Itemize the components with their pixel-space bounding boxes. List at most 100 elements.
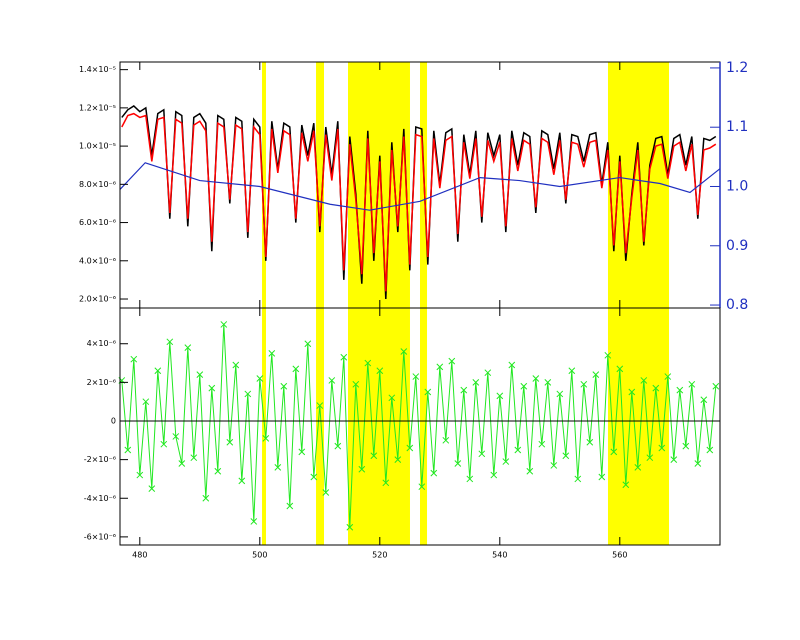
y-tick-label: -4×10⁻⁶ — [84, 494, 116, 503]
residual-point — [664, 373, 672, 380]
residual-point — [502, 458, 510, 465]
y2-tick-label: 1.1 — [726, 119, 748, 135]
residual-point — [316, 402, 324, 409]
residual-point — [634, 463, 642, 471]
residual-point — [496, 392, 504, 400]
residual-point — [526, 467, 534, 475]
residual-point — [274, 463, 282, 471]
residual-point — [394, 456, 402, 463]
residual-point — [370, 452, 378, 460]
residual-point — [262, 435, 270, 442]
residual-point — [688, 380, 696, 388]
residual-point — [550, 462, 558, 469]
residual-point — [328, 377, 336, 384]
residual-point — [616, 365, 624, 373]
residual-point — [220, 321, 228, 328]
residual-point — [214, 467, 222, 475]
shaded-region — [348, 308, 410, 545]
y-tick-label: 4×10⁻⁶ — [87, 339, 116, 348]
residual-point — [148, 485, 156, 492]
residual-point — [430, 469, 438, 477]
residual-point — [250, 518, 258, 525]
residual-point — [160, 440, 168, 448]
y-tick-label: 1.0×10⁻⁵ — [79, 142, 116, 151]
residual-point — [562, 452, 570, 460]
residual-point — [142, 398, 150, 406]
residual-point — [514, 446, 522, 454]
residual-point — [622, 481, 630, 489]
y-tick-label: 1.2×10⁻⁵ — [79, 103, 116, 112]
shaded-region — [262, 308, 266, 545]
y-tick-label: 8.0×10⁻⁶ — [79, 180, 116, 189]
residual-point — [418, 483, 426, 491]
y-tick-label: 2×10⁻⁶ — [87, 378, 116, 387]
residual-point — [376, 367, 384, 375]
residual-point — [484, 369, 492, 377]
residual-point — [628, 388, 636, 396]
residual-point — [556, 390, 564, 398]
residual-point — [256, 375, 264, 382]
residual-point — [292, 365, 300, 373]
residual-point — [580, 380, 588, 388]
residual-point — [508, 361, 516, 369]
residual-point — [604, 351, 612, 359]
residual-point — [646, 454, 654, 462]
residual-point — [172, 433, 180, 440]
y-tick-label: 1.4×10⁻⁵ — [79, 65, 116, 74]
residual-point — [364, 359, 372, 367]
residual-point — [466, 475, 474, 483]
residual-point — [400, 348, 408, 355]
residual-point — [706, 446, 714, 454]
residual-point — [712, 382, 720, 390]
residual-line — [121, 324, 717, 528]
x-tick-label: 520 — [372, 551, 387, 560]
shaded-region — [262, 62, 266, 308]
residual-point — [244, 390, 252, 398]
residual-point — [574, 475, 582, 483]
residual-point — [424, 388, 432, 396]
y-tick-label: -2×10⁻⁶ — [84, 455, 116, 464]
residual-point — [280, 382, 288, 390]
residual-point — [454, 460, 462, 467]
residual-point — [196, 371, 204, 378]
y-tick-label: 0 — [111, 416, 116, 425]
residual-point — [682, 442, 690, 450]
x-tick-label: 560 — [612, 551, 627, 560]
x-tick-label: 480 — [132, 551, 147, 560]
residual-point — [586, 438, 594, 446]
y2-tick-label: 1.0 — [726, 178, 748, 194]
shaded-region — [607, 308, 669, 545]
residual-point — [178, 460, 186, 467]
residual-point — [238, 477, 246, 485]
residual-point — [478, 450, 486, 458]
residual-point — [472, 379, 480, 386]
residual-point — [322, 489, 330, 496]
residual-point — [124, 446, 132, 454]
y-tick-label: 4.0×10⁻⁶ — [79, 256, 116, 265]
residual-point — [412, 373, 420, 380]
residual-point — [406, 444, 414, 452]
series-line — [121, 112, 717, 292]
residual-point — [130, 355, 138, 363]
residual-point — [670, 456, 678, 463]
residual-point — [136, 471, 144, 479]
residual-point — [490, 471, 498, 479]
residual-point — [388, 394, 396, 402]
residual-point — [286, 502, 294, 510]
residual-point — [268, 350, 276, 357]
residual-point — [676, 386, 684, 394]
residual-point — [208, 384, 216, 392]
residual-point — [460, 386, 468, 394]
residual-point — [340, 353, 348, 361]
y2-tick-label: 0.8 — [726, 297, 748, 313]
residual-point — [310, 473, 318, 481]
shaded-region — [607, 62, 669, 308]
residual-point — [166, 338, 174, 346]
residual-point — [610, 448, 618, 456]
x-tick-label: 500 — [252, 551, 267, 560]
residual-point — [190, 454, 198, 462]
shaded-region — [316, 308, 324, 545]
residual-point — [532, 375, 540, 382]
residual-point — [448, 357, 456, 365]
